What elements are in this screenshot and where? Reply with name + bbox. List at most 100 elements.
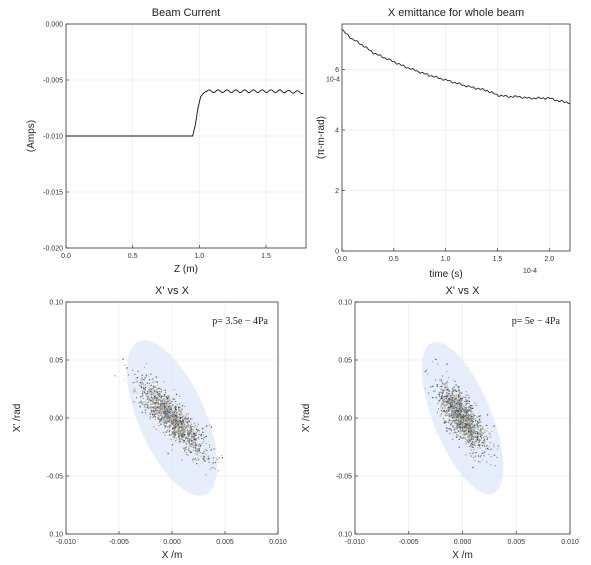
- scatter-point: [210, 467, 212, 469]
- scatter-point: [428, 402, 431, 405]
- scatter-point: [468, 425, 470, 428]
- scatter-point: [162, 408, 164, 410]
- scatter-point: [457, 388, 460, 390]
- chart-title: X emittance for whole beam: [388, 7, 524, 19]
- scatter-point: [469, 406, 471, 409]
- scatter-point: [470, 434, 472, 437]
- scatter-point: [491, 431, 493, 433]
- scatter-point: [201, 442, 203, 445]
- scatter-point: [154, 405, 156, 408]
- scatter-point: [158, 394, 160, 397]
- scatter-point: [445, 403, 448, 405]
- scatter-point: [133, 389, 135, 391]
- scatter-point: [465, 427, 467, 429]
- scatter-point: [163, 399, 166, 401]
- scatter-point: [472, 414, 474, 416]
- scatter-point: [424, 387, 426, 389]
- scatter-point: [444, 398, 446, 401]
- scatter-point: [151, 378, 153, 381]
- scatter-point: [479, 417, 481, 420]
- scatter-point: [465, 443, 467, 445]
- x-tick-label: 0.000: [163, 539, 181, 546]
- x-tick-label: 0.5: [389, 256, 399, 263]
- scatter-point: [174, 431, 176, 433]
- scatter-point: [451, 408, 453, 411]
- x-tick-label: 0.5: [128, 253, 138, 260]
- scatter-point: [453, 386, 456, 388]
- scatter-point: [458, 412, 460, 415]
- scatter-point: [149, 416, 152, 418]
- scatter-point: [200, 435, 202, 437]
- scatter-point: [184, 449, 186, 451]
- scatter-point: [476, 439, 479, 441]
- scatter-point: [439, 385, 441, 388]
- scatter-point: [447, 395, 449, 397]
- y-tick-label: 0.10: [338, 532, 352, 539]
- scatter-point: [139, 406, 141, 408]
- scatter-point: [185, 426, 188, 429]
- scatter-point: [457, 396, 460, 398]
- scatter-point: [161, 403, 164, 406]
- scatter-point: [449, 403, 451, 405]
- scatter-point: [195, 431, 197, 434]
- scatter-point: [175, 422, 177, 424]
- scatter-point: [159, 420, 161, 423]
- scatter-point: [175, 405, 177, 408]
- scatter-point: [178, 434, 181, 436]
- scatter-point: [451, 407, 453, 409]
- scatter-point: [445, 388, 448, 391]
- scatter-point: [178, 410, 180, 412]
- scatter-point: [149, 382, 151, 384]
- scatter-point: [134, 390, 137, 393]
- scatter-point: [183, 431, 185, 433]
- scatter-point: [170, 438, 173, 441]
- scatter-point: [133, 381, 136, 384]
- scatter-point: [491, 448, 493, 450]
- scatter-point: [187, 423, 189, 426]
- scatter-point: [173, 397, 175, 400]
- scatter-point: [152, 415, 155, 417]
- scatter-point: [460, 410, 462, 412]
- scatter-point: [457, 403, 459, 405]
- scatter-point: [459, 427, 462, 430]
- scatter-point: [450, 422, 453, 424]
- scatter-point: [178, 433, 181, 435]
- scatter-point: [465, 421, 467, 423]
- scatter-point: [179, 406, 181, 409]
- scatter-point: [182, 430, 185, 432]
- scatter-point: [458, 398, 460, 401]
- scatter-point: [184, 448, 186, 450]
- scatter-point: [456, 433, 458, 436]
- scatter-point: [173, 437, 175, 439]
- scatter-point: [486, 430, 488, 432]
- scatter-point: [159, 405, 161, 407]
- scatter-point: [193, 428, 195, 431]
- scatter-point: [490, 455, 492, 458]
- scatter-point: [152, 401, 154, 403]
- scatter-point: [149, 417, 151, 420]
- scatter-point: [143, 366, 146, 369]
- scatter-point: [455, 397, 457, 400]
- scatter-point: [442, 417, 444, 420]
- scatter-point: [150, 393, 153, 396]
- scatter-point: [157, 397, 160, 399]
- scatter-point: [156, 391, 158, 393]
- scatter-point: [133, 401, 135, 403]
- scatter-point: [459, 395, 461, 398]
- scatter-point: [141, 382, 144, 384]
- scatter-point: [187, 432, 189, 434]
- scatter-point: [478, 439, 481, 441]
- scatter-point: [187, 418, 189, 420]
- scatter-point: [134, 373, 136, 376]
- scatter-point: [175, 440, 177, 442]
- scatter-point: [483, 444, 485, 446]
- scatter-point: [458, 419, 460, 422]
- scatter-point: [460, 437, 463, 439]
- scatter-point: [141, 378, 143, 380]
- scatter-point: [158, 414, 160, 416]
- scatter-point: [446, 371, 448, 373]
- scatter-point: [448, 420, 450, 422]
- scatter-point: [480, 431, 482, 433]
- scatter-point: [188, 434, 191, 436]
- scatter-point: [449, 424, 452, 427]
